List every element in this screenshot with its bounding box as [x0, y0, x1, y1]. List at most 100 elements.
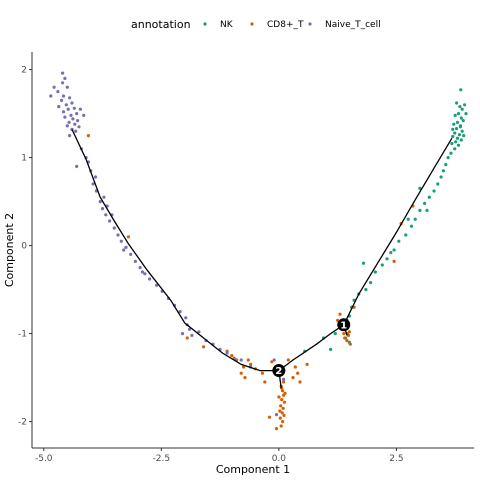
data-point-nk — [464, 112, 468, 116]
data-point-naive-t-cell — [65, 124, 69, 128]
data-point-nk — [451, 127, 455, 131]
data-point-nk — [361, 261, 366, 265]
legend-key-naive-t-cell — [308, 22, 312, 26]
branch-point-marker — [272, 364, 286, 378]
branch-point-marker — [337, 318, 351, 332]
data-point-naive-t-cell — [100, 207, 105, 211]
data-point-naive-t-cell — [76, 119, 80, 123]
data-point-naive-t-cell — [178, 310, 182, 314]
data-point-nk — [450, 141, 454, 146]
data-point-nk — [456, 112, 461, 116]
data-point-naive-t-cell — [140, 270, 145, 274]
data-point-nk — [369, 281, 373, 285]
data-point-cd8-t — [343, 336, 347, 340]
data-point-cd8-t — [126, 235, 130, 239]
data-point-cd8-t — [342, 332, 346, 336]
data-point-nk — [459, 88, 463, 92]
data-point-naive-t-cell — [124, 245, 128, 249]
data-point-cd8-t — [202, 345, 206, 349]
data-point-nk — [427, 195, 431, 199]
data-point-nk — [455, 127, 459, 131]
data-point-naive-t-cell — [73, 122, 77, 126]
data-point-nk — [389, 251, 393, 255]
data-point-nk — [459, 138, 463, 142]
data-point-nk — [455, 101, 459, 105]
data-point-naive-t-cell — [65, 85, 69, 89]
data-point-cd8-t — [270, 360, 274, 364]
data-point-naive-t-cell — [112, 226, 116, 230]
legend-key-cd8-t — [250, 22, 254, 26]
data-point-nk — [458, 125, 462, 129]
data-point-cd8-t — [246, 358, 250, 362]
data-point-naive-t-cell — [70, 101, 74, 105]
data-point-naive-t-cell — [116, 233, 120, 237]
data-point-nk — [392, 248, 396, 252]
data-point-nk — [409, 224, 414, 228]
data-point-naive-t-cell — [61, 71, 65, 75]
data-point-cd8-t — [281, 389, 285, 393]
data-point-nk — [425, 208, 429, 212]
data-point-naive-t-cell — [78, 107, 82, 111]
y-tick-label: 0 — [21, 242, 27, 252]
data-point-cd8-t — [86, 134, 90, 138]
data-point-nk — [457, 133, 461, 137]
data-point-naive-t-cell — [57, 105, 61, 109]
data-point-naive-t-cell — [184, 316, 188, 320]
y-tick-label: 2 — [21, 66, 27, 76]
data-point-naive-t-cell — [148, 277, 152, 281]
legend-label: NK — [220, 20, 234, 30]
data-point-cd8-t — [345, 339, 349, 343]
data-point-naive-t-cell — [274, 413, 279, 417]
data-point-cd8-t — [279, 424, 283, 428]
data-point-naive-t-cell — [138, 266, 142, 270]
data-point-cd8-t — [280, 411, 284, 415]
data-point-naive-t-cell — [108, 219, 112, 223]
data-point-cd8-t — [242, 365, 246, 369]
data-point-cd8-t — [267, 415, 272, 419]
data-point-cd8-t — [281, 420, 285, 424]
data-point-naive-t-cell — [190, 333, 194, 337]
data-point-nk — [329, 347, 333, 351]
data-point-cd8-t — [296, 371, 300, 375]
data-point-naive-t-cell — [72, 106, 76, 110]
data-point-cd8-t — [346, 333, 351, 337]
data-point-nk — [463, 103, 467, 107]
data-point-cd8-t — [239, 371, 243, 375]
data-point-naive-t-cell — [74, 129, 78, 133]
data-point-naive-t-cell — [104, 213, 108, 217]
data-point-nk — [418, 186, 422, 190]
data-point-nk — [455, 136, 460, 140]
data-point-naive-t-cell — [239, 358, 243, 362]
legend-label: CD8+_T — [267, 20, 304, 30]
data-point-cd8-t — [260, 371, 264, 375]
data-point-naive-t-cell — [91, 182, 95, 186]
data-point-naive-t-cell — [61, 81, 65, 85]
data-point-naive-t-cell — [64, 103, 68, 107]
y-tick-label: 1 — [21, 154, 27, 164]
data-point-nk — [446, 156, 450, 160]
branch-point-label: 1 — [340, 320, 347, 331]
data-point-nk — [364, 288, 368, 292]
data-point-cd8-t — [249, 362, 253, 366]
data-point-cd8-t — [392, 259, 396, 263]
data-point-nk — [441, 169, 445, 173]
data-point-nk — [455, 120, 460, 124]
data-point-cd8-t — [338, 312, 342, 316]
data-point-naive-t-cell — [133, 259, 137, 263]
legend-label: Naive_T_cell — [325, 20, 381, 30]
data-point-naive-t-cell — [272, 358, 276, 362]
x-tick-label: 0.0 — [272, 454, 287, 464]
data-point-naive-t-cell — [187, 327, 192, 331]
data-point-nk — [460, 107, 464, 111]
data-point-naive-t-cell — [180, 332, 185, 336]
data-point-naive-t-cell — [119, 239, 123, 243]
data-point-nk — [404, 233, 408, 237]
data-point-cd8-t — [305, 362, 309, 366]
data-point-nk — [449, 151, 453, 155]
data-point-naive-t-cell — [143, 272, 147, 276]
data-point-nk — [385, 257, 389, 261]
data-point-nk — [451, 134, 455, 139]
data-point-naive-t-cell — [71, 117, 75, 121]
data-point-cd8-t — [291, 376, 295, 380]
